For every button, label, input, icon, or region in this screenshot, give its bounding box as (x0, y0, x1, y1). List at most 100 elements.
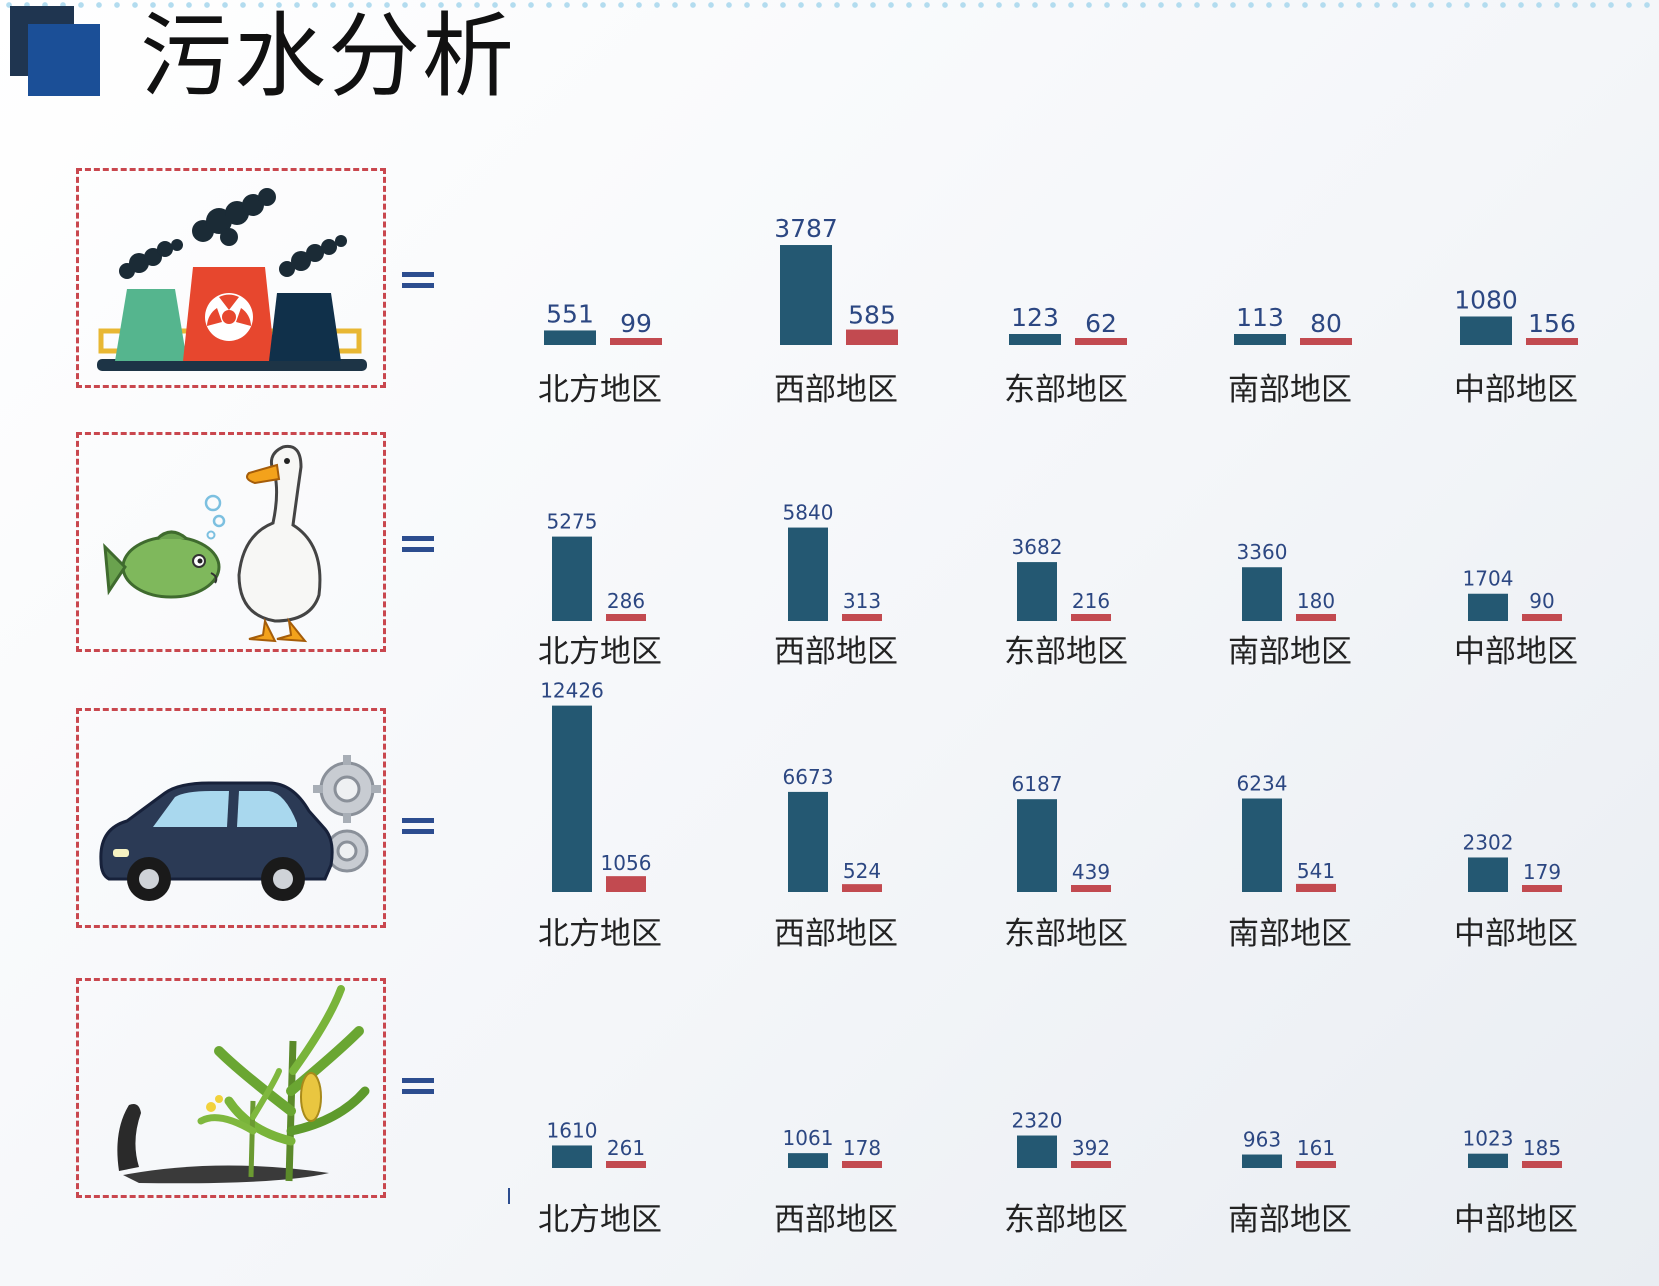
row-2-illustration-box (76, 432, 386, 652)
bar-primary (552, 705, 592, 892)
value-label-primary: 1704 (1463, 567, 1514, 591)
bar-primary (1017, 1135, 1057, 1168)
fish-duck-icon (103, 444, 322, 643)
bar-primary (1242, 798, 1282, 892)
category-label: 中部地区 (1454, 634, 1578, 670)
bar-secondary (1296, 1161, 1336, 1168)
value-label-primary: 551 (546, 299, 594, 328)
value-label-primary: 1610 (547, 1118, 598, 1142)
equals-sign-row-4 (402, 1078, 434, 1094)
category-label: 北方地区 (538, 634, 662, 670)
bar-secondary (1296, 883, 1336, 892)
value-label-secondary: 156 (1528, 309, 1576, 338)
value-label-primary: 963 (1243, 1128, 1281, 1152)
value-label-secondary: 179 (1523, 860, 1561, 884)
value-label-primary: 5840 (783, 501, 834, 525)
value-label-primary: 3360 (1237, 540, 1288, 564)
value-label-secondary: 90 (1529, 589, 1554, 613)
bar-primary (780, 245, 832, 345)
bar-secondary (1071, 885, 1111, 892)
bar-secondary (1071, 1161, 1111, 1168)
bar-secondary (1300, 338, 1352, 345)
bar-primary (788, 791, 828, 892)
value-label-primary: 6187 (1012, 772, 1063, 796)
value-label-secondary: 80 (1310, 309, 1342, 338)
category-label: 南部地区 (1228, 1202, 1352, 1238)
bar-primary (1234, 334, 1286, 345)
value-label-primary: 1080 (1454, 285, 1518, 314)
category-label: 北方地区 (538, 372, 662, 408)
bar-secondary (1522, 1161, 1562, 1168)
category-label: 西部地区 (774, 1202, 898, 1238)
bar-primary (1009, 334, 1061, 345)
bar-secondary (610, 338, 662, 345)
row-1-illustration-box (76, 168, 386, 388)
category-label: 东部地区 (1004, 372, 1128, 408)
value-label-secondary: 178 (843, 1136, 881, 1160)
bar-secondary (1296, 614, 1336, 621)
value-label-primary: 113 (1236, 303, 1284, 332)
bar-primary (1017, 799, 1057, 892)
bar-primary (1242, 1154, 1282, 1168)
value-label-primary: 6673 (783, 765, 834, 789)
value-label-secondary: 1056 (601, 851, 652, 875)
value-label-secondary: 439 (1072, 860, 1110, 884)
page-title: 污水分析 (140, 3, 517, 110)
bar-secondary (606, 1161, 646, 1168)
value-label-primary: 1023 (1463, 1127, 1514, 1151)
value-label-secondary: 161 (1297, 1136, 1335, 1160)
category-label: 东部地区 (1004, 916, 1128, 952)
row-3-illustration-box (76, 708, 386, 928)
bar-secondary (846, 329, 898, 345)
value-label-secondary: 392 (1072, 1136, 1110, 1160)
value-label-secondary: 99 (620, 309, 652, 338)
equals-sign-row-2 (402, 536, 434, 552)
category-label: 中部地区 (1454, 1202, 1578, 1238)
bar-secondary (1075, 338, 1127, 345)
category-label: 西部地区 (774, 634, 898, 670)
category-label: 东部地区 (1004, 1202, 1128, 1238)
category-label: 南部地区 (1228, 372, 1352, 408)
row-4-illustration-box (76, 978, 386, 1198)
value-label-secondary: 313 (843, 589, 881, 613)
bar-primary (1468, 1153, 1508, 1168)
value-label-primary: 3787 (774, 214, 838, 243)
category-label: 中部地区 (1454, 916, 1578, 952)
value-label-secondary: 216 (1072, 589, 1110, 613)
category-label: 西部地区 (774, 916, 898, 952)
value-label-primary: 6234 (1237, 771, 1288, 795)
bar-secondary (1071, 614, 1111, 621)
value-label-secondary: 185 (1523, 1136, 1561, 1160)
category-label: 东部地区 (1004, 634, 1128, 670)
category-label: 中部地区 (1454, 372, 1578, 408)
bar-primary (1468, 593, 1508, 621)
value-label-primary: 2320 (1012, 1109, 1063, 1133)
bar-primary (552, 1145, 592, 1168)
tick-mark (508, 1188, 510, 1204)
bar-secondary (1522, 614, 1562, 621)
bar-secondary (606, 614, 646, 621)
bar-secondary (1522, 885, 1562, 892)
bar-primary (544, 330, 596, 345)
value-label-secondary: 261 (607, 1136, 645, 1160)
dotted-top-rule (0, 0, 1659, 10)
title-square-front (28, 24, 100, 96)
factory-icon (97, 188, 367, 371)
bar-primary (788, 527, 828, 621)
value-label-secondary: 541 (1297, 859, 1335, 883)
value-label-secondary: 62 (1085, 309, 1117, 338)
equals-sign-row-3 (402, 818, 434, 834)
bar-primary (1242, 567, 1282, 621)
value-label-secondary: 286 (607, 589, 645, 613)
category-label: 北方地区 (538, 916, 662, 952)
category-label: 西部地区 (774, 372, 898, 408)
value-label-primary: 5275 (547, 510, 598, 534)
bar-primary (1468, 857, 1508, 892)
value-label-primary: 1061 (783, 1126, 834, 1150)
value-label-secondary: 180 (1297, 589, 1335, 613)
value-label-primary: 3682 (1012, 535, 1063, 559)
bar-primary (1017, 562, 1057, 621)
value-label-primary: 2302 (1463, 830, 1514, 854)
value-label-primary: 12426 (540, 679, 604, 703)
car-gears-icon (99, 755, 381, 901)
